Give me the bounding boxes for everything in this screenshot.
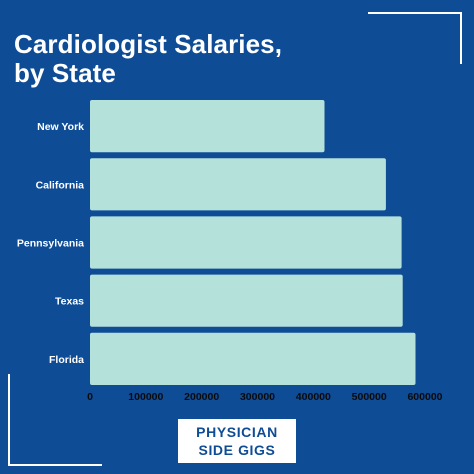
x-tick-label: 100000 [128, 391, 163, 403]
x-tick-label: 500000 [352, 391, 387, 403]
bar-new-york [90, 100, 325, 153]
bar-pennsylvania [90, 216, 402, 269]
category-label: New York [37, 121, 84, 133]
category-label: Texas [55, 296, 84, 308]
brand-line-2: SIDE GIGS [198, 442, 276, 458]
bar-california [90, 158, 386, 211]
x-tick-label: 300000 [240, 391, 275, 403]
x-tick-label: 400000 [296, 391, 331, 403]
bar-texas [90, 274, 403, 327]
category-label: Pennsylvania [17, 238, 84, 250]
category-label: California [36, 179, 85, 191]
bottom-left-corner-decoration [8, 374, 102, 466]
category-label: Florida [49, 354, 84, 366]
brand-line-1: PHYSICIAN [196, 424, 278, 440]
x-tick-label: 200000 [184, 391, 219, 403]
bar-florida [90, 332, 416, 385]
chart-title: Cardiologist Salaries, by State [14, 29, 283, 88]
top-right-corner-decoration [368, 12, 462, 64]
x-tick-label: 600000 [407, 391, 442, 403]
x-tick-label: 0 [87, 391, 93, 403]
brand-logo: PHYSICIAN SIDE GIGS [178, 419, 296, 463]
